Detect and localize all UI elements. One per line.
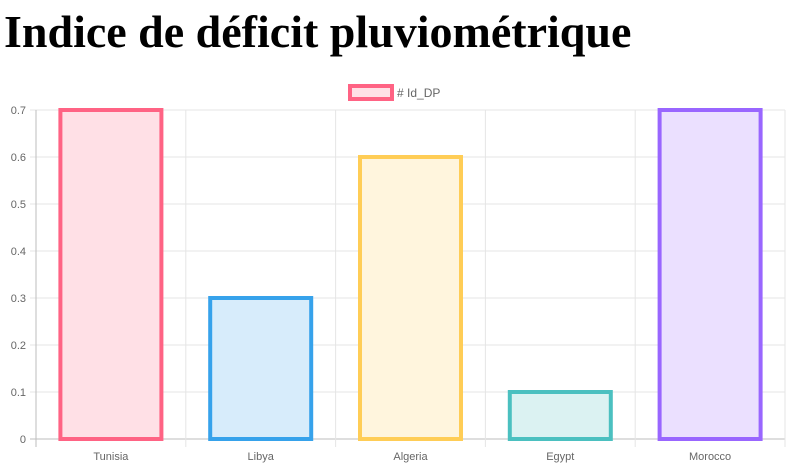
y-tick-label: 0.1 <box>11 387 26 399</box>
x-tick-label: Libya <box>248 451 275 463</box>
y-tick-label: 0.3 <box>11 293 26 305</box>
bar-morocco[interactable] <box>657 108 763 441</box>
legend-label: # Id_DP <box>397 86 440 100</box>
bars <box>58 108 763 441</box>
x-tick-label: Morocco <box>689 451 731 463</box>
bar-algeria[interactable] <box>358 155 463 441</box>
legend-swatch <box>348 84 394 101</box>
y-tick-label: 0.6 <box>11 152 26 164</box>
x-tick-label: Tunisia <box>93 451 129 463</box>
legend[interactable]: # Id_DP <box>348 84 440 101</box>
y-tick-label: 0.2 <box>11 340 26 352</box>
y-tick-label: 0.4 <box>11 246 26 258</box>
page-title: Indice de déficit pluviométrique <box>4 6 632 57</box>
y-tick-label: 0.7 <box>11 105 26 117</box>
y-axis-ticks: 0 0.1 0.2 0.3 0.4 0.5 0.6 0.7 <box>11 105 26 446</box>
bar-libya[interactable] <box>208 296 314 441</box>
x-axis-ticks: Tunisia Libya Algeria Egypt Morocco <box>93 451 731 463</box>
bar-egypt[interactable] <box>507 390 613 441</box>
bar-tunisia[interactable] <box>58 108 164 441</box>
y-tick-label: 0 <box>20 434 26 446</box>
y-tick-label: 0.5 <box>11 199 26 211</box>
x-tick-label: Algeria <box>393 451 428 463</box>
x-tick-label: Egypt <box>546 451 574 463</box>
